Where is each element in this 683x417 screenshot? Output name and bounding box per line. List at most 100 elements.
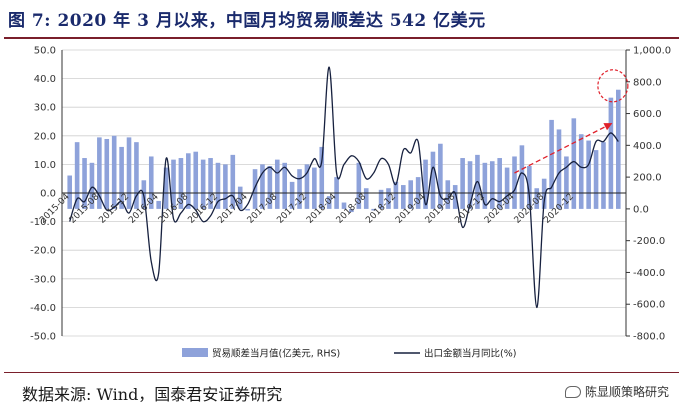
bar [541,178,547,209]
bar [489,161,495,209]
left-tick-label: -20.0 [30,246,56,257]
left-tick-label: -30.0 [30,274,56,285]
legend-swatch-bar [182,348,208,357]
bar [401,185,406,209]
annotations [514,69,629,174]
bar [356,162,362,209]
left-tick-label: 0.0 [40,189,56,200]
bar [282,162,287,209]
bar [119,146,124,209]
bar [430,151,436,209]
bar [74,142,80,209]
bar [163,167,169,209]
brand-name: 陈显顺策略研究 [584,385,669,399]
bar [423,159,428,209]
right-tick-label: 0.0 [633,204,649,215]
bar [467,161,473,209]
trend-arrow-head [603,123,613,131]
bar [274,159,280,209]
bar [267,165,273,209]
highlight-circle [597,69,629,103]
bar [97,137,102,209]
right-tick-label: 1,000.0 [633,46,671,57]
bar [230,154,236,209]
bar [215,162,221,209]
bar [438,143,443,209]
bar [104,138,110,209]
bar [534,188,540,209]
bar [82,158,87,209]
legend: 贸易顺差当月值(亿美元, RHS) 出口金额当月同比(%) [182,348,516,360]
left-tick-label: 10.0 [34,160,56,171]
bar [497,158,502,209]
figure-title: 图 7: 2020 年 3 月以来，中国月均贸易顺差达 542 亿美元 [8,11,486,31]
right-axis-ticks: 1,000.0 800.0 600.0 400.0 200.0 0.0 -200.0 -400… [626,46,671,343]
line-series [69,66,619,309]
bar [134,142,139,209]
bar [245,208,250,211]
bar [312,167,317,209]
right-tick-label: 600.0 [633,109,662,120]
bar [319,146,325,209]
bar [601,142,606,209]
chart: 50.0 40.0 30.0 20.0 10.0 0.0 -10.0 -20.0 -30.0 -4… [30,46,671,360]
bar [193,151,199,209]
legend-label-bar: 贸易顺差当月值(亿美元, RHS) [212,348,340,360]
bar [297,169,302,209]
bar [186,153,191,209]
bar [586,140,591,209]
bar [616,89,621,209]
right-tick-label: -600.0 [633,300,665,311]
legend-label-line: 出口金额当月同比(%) [424,348,516,360]
bar [89,162,95,209]
bar [171,159,176,209]
bar [349,208,354,213]
bar [178,158,184,209]
bar [527,165,532,209]
bar [578,134,584,209]
left-tick-label: -40.0 [30,303,56,314]
bar [260,164,265,209]
title-rule [4,37,679,39]
bar [111,135,117,209]
left-tick-label: -50.0 [30,332,56,343]
bar [452,185,458,209]
bar [126,137,132,209]
bar [608,97,614,209]
brand-tag: 陈显顺策略研究 [564,383,669,400]
bar [148,156,154,209]
bar [156,200,161,209]
source-note: 数据来源: Wind，国泰君安证券研究 [22,385,283,404]
left-tick-label: -10.0 [30,217,56,228]
bar [519,145,525,209]
bar [371,208,376,211]
bar [512,156,517,209]
left-tick-label: 40.0 [34,74,56,85]
bar [593,150,599,209]
source-rule [4,372,679,373]
bar [482,162,488,209]
left-tick-label: 50.0 [34,46,56,57]
bar [504,167,510,209]
left-tick-label: 30.0 [34,103,56,114]
bar [549,119,554,209]
left-tick-label: 20.0 [34,131,56,142]
chat-bubble-icon [564,385,581,398]
bar [223,164,228,209]
bar [208,158,213,209]
x-tick-label: 2018-08 [335,192,369,226]
right-tick-label: -800.0 [633,332,665,343]
export-yoy-line [69,66,619,309]
bar [252,169,258,209]
bar [386,188,391,209]
bar [564,156,569,209]
right-tick-label: -200.0 [633,236,665,247]
right-tick-label: -400.0 [633,268,665,279]
bar [378,189,384,209]
bar [556,129,562,209]
bar [571,118,577,209]
bar [200,159,206,209]
trend-arrow-shaft [514,122,613,174]
bar [393,181,399,209]
right-tick-label: 800.0 [633,77,662,88]
